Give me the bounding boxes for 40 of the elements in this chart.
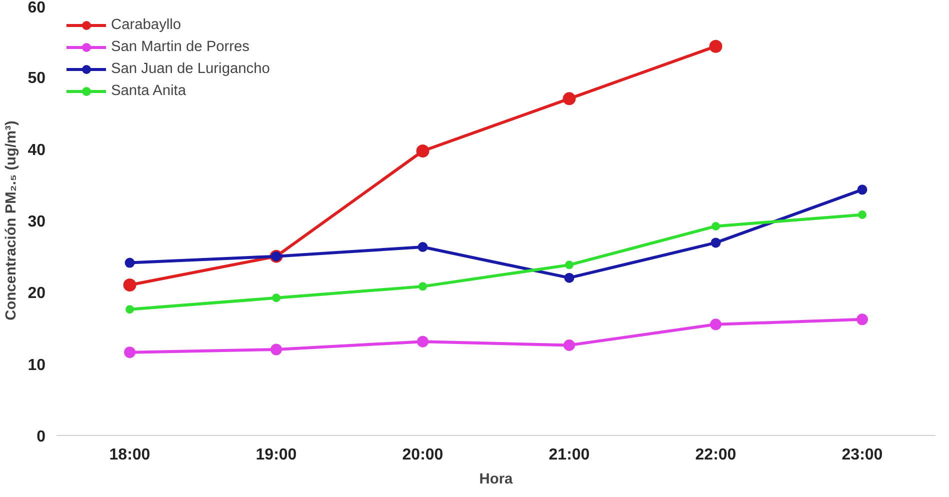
point <box>564 272 574 283</box>
y-tick-label: 60 <box>28 0 46 16</box>
legend-label: Carabayllo <box>111 17 182 33</box>
y-tick-label: 40 <box>28 142 46 159</box>
point <box>272 294 280 302</box>
point <box>124 346 136 358</box>
point <box>562 92 576 106</box>
legend-label: Santa Anita <box>111 83 186 99</box>
x-tick-label: 20:00 <box>402 446 444 464</box>
point <box>123 278 136 292</box>
point <box>709 40 722 53</box>
point <box>858 210 866 220</box>
point <box>856 314 868 326</box>
point <box>126 305 134 314</box>
y-tick-label: 20 <box>28 285 46 302</box>
point <box>564 339 575 351</box>
x-tick-label: 23:00 <box>842 446 883 464</box>
x-tick-label: 21:00 <box>548 446 590 464</box>
y-tick-label: 10 <box>28 356 46 374</box>
y-tick-label: 0 <box>36 428 46 446</box>
point <box>270 344 282 356</box>
legend-label: San Martin de Porres <box>111 39 250 55</box>
x-tick-label: 19:00 <box>256 446 297 464</box>
x-tick-label: 18:00 <box>109 446 150 464</box>
x-axis-title: Hora <box>479 472 514 488</box>
point <box>712 222 720 230</box>
legend-label: San Juan de Lurigancho <box>111 61 270 77</box>
point <box>857 184 868 195</box>
point <box>710 318 722 330</box>
point <box>565 260 574 270</box>
point <box>418 242 428 252</box>
point <box>418 282 427 291</box>
point <box>416 144 430 158</box>
y-axis-title: Concentración PM₂.₅ (ug/m³) <box>4 120 20 320</box>
y-tick-label: 50 <box>28 70 46 88</box>
point <box>124 258 135 268</box>
point <box>417 336 428 348</box>
point <box>710 238 721 248</box>
y-tick-label: 30 <box>28 214 46 230</box>
x-tick-label: 22:00 <box>695 446 736 464</box>
